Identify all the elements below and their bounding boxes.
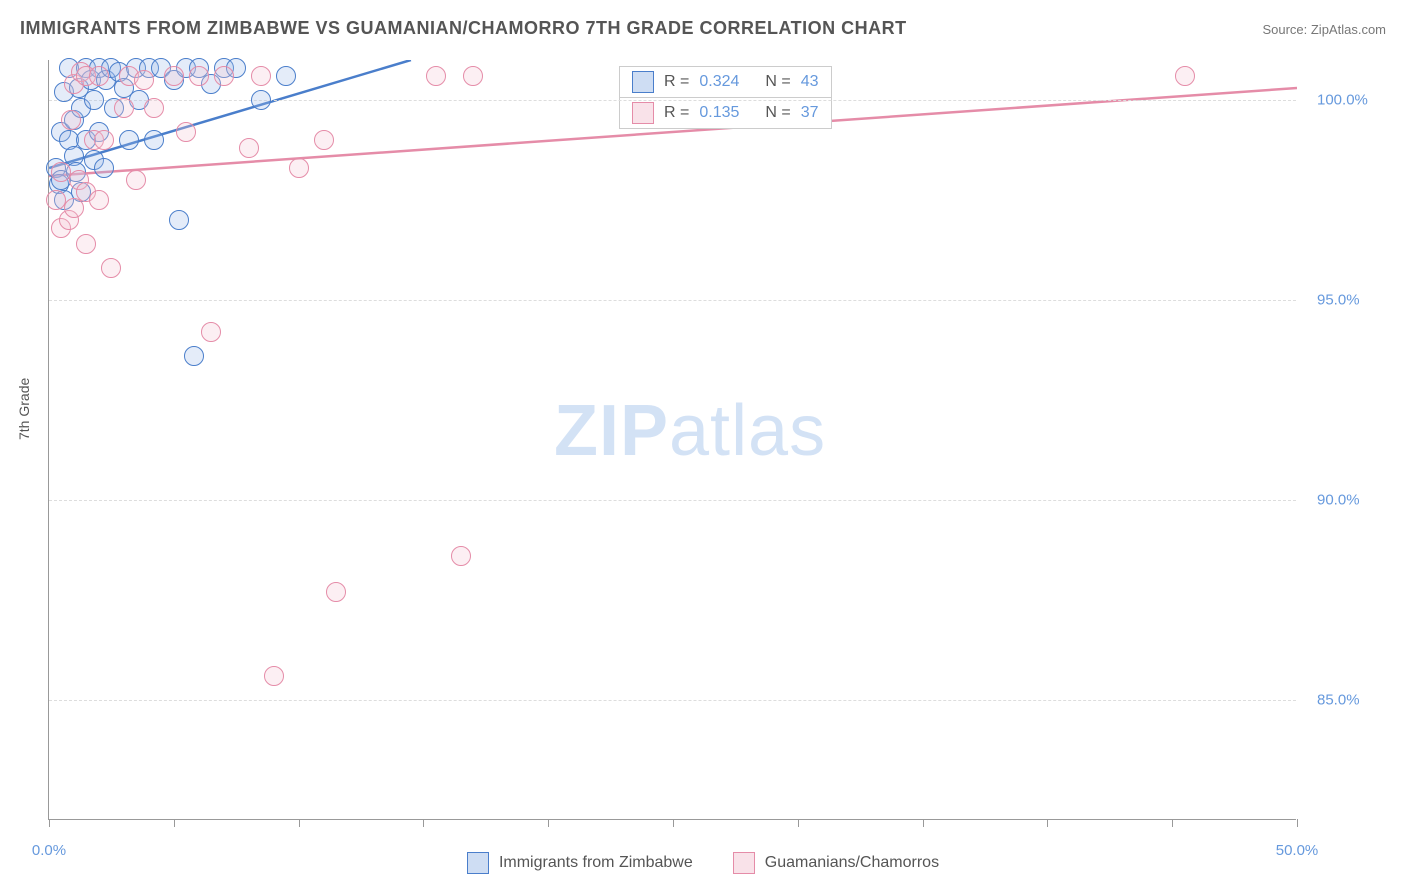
scatter-point — [119, 130, 139, 150]
scatter-point — [76, 234, 96, 254]
x-tick — [798, 819, 799, 827]
scatter-point — [94, 158, 114, 178]
y-tick-label: 100.0% — [1317, 92, 1368, 109]
r-value: 0.324 — [699, 73, 739, 91]
gridline — [49, 100, 1296, 101]
legend-stats-row: R = 0.324 N = 43 — [620, 67, 831, 97]
scatter-point — [64, 198, 84, 218]
r-label: R = — [664, 104, 689, 122]
bottom-legend-item: Immigrants from Zimbabwe — [467, 852, 693, 874]
scatter-point — [289, 158, 309, 178]
scatter-point — [201, 322, 221, 342]
scatter-point — [326, 582, 346, 602]
scatter-point — [426, 66, 446, 86]
x-tick — [1172, 819, 1173, 827]
x-tick — [1297, 819, 1298, 827]
scatter-point — [463, 66, 483, 86]
source-label: Source: ZipAtlas.com — [1262, 22, 1386, 37]
n-value: 37 — [801, 104, 819, 122]
chart-title: IMMIGRANTS FROM ZIMBABWE VS GUAMANIAN/CH… — [20, 18, 907, 39]
scatter-point — [276, 66, 296, 86]
y-axis-label: 7th Grade — [16, 378, 32, 440]
chart-container: { "title": "IMMIGRANTS FROM ZIMBABWE VS … — [0, 0, 1406, 892]
scatter-point — [94, 130, 114, 150]
scatter-point — [101, 258, 121, 278]
n-label: N = — [765, 104, 790, 122]
trend-lines — [49, 60, 1297, 820]
n-value: 43 — [801, 73, 819, 91]
x-tick — [1047, 819, 1048, 827]
x-tick — [299, 819, 300, 827]
y-tick-label: 95.0% — [1317, 292, 1360, 309]
scatter-point — [126, 170, 146, 190]
scatter-point — [251, 90, 271, 110]
scatter-point — [114, 98, 134, 118]
scatter-point — [84, 90, 104, 110]
y-tick-label: 90.0% — [1317, 492, 1360, 509]
legend-label: Guamanians/Chamorros — [765, 854, 939, 872]
scatter-point — [189, 66, 209, 86]
scatter-point — [314, 130, 334, 150]
scatter-point — [144, 98, 164, 118]
x-tick — [673, 819, 674, 827]
scatter-point — [214, 66, 234, 86]
x-tick — [174, 819, 175, 827]
r-label: R = — [664, 73, 689, 91]
scatter-point — [169, 210, 189, 230]
plot-area: ZIPatlas R =0.324N =43R =0.135N =37 85.0… — [48, 60, 1296, 820]
r-value: 0.135 — [699, 104, 739, 122]
scatter-point — [264, 666, 284, 686]
x-tick — [423, 819, 424, 827]
scatter-point — [134, 70, 154, 90]
gridline — [49, 500, 1296, 501]
bottom-legend: Immigrants from Zimbabwe Guamanians/Chamo… — [0, 852, 1406, 874]
scatter-point — [451, 546, 471, 566]
legend-swatch — [632, 71, 654, 93]
scatter-point — [89, 190, 109, 210]
legend-stats-box: R = 0.324 N = 43 R = 0.135 N = 37 — [619, 66, 832, 129]
scatter-point — [239, 138, 259, 158]
gridline — [49, 700, 1296, 701]
scatter-point — [61, 110, 81, 130]
bottom-legend-item: Guamanians/Chamorros — [733, 852, 939, 874]
scatter-point — [164, 66, 184, 86]
scatter-point — [89, 66, 109, 86]
legend-label: Immigrants from Zimbabwe — [499, 854, 693, 872]
legend-stats-row: R = 0.135 N = 37 — [620, 97, 831, 128]
gridline — [49, 300, 1296, 301]
scatter-point — [176, 122, 196, 142]
scatter-point — [144, 130, 164, 150]
legend-swatch — [467, 852, 489, 874]
x-tick — [49, 819, 50, 827]
scatter-point — [251, 66, 271, 86]
legend-swatch — [632, 102, 654, 124]
n-label: N = — [765, 73, 790, 91]
watermark: ZIPatlas — [554, 390, 826, 472]
scatter-point — [1175, 66, 1195, 86]
legend-swatch — [733, 852, 755, 874]
y-tick-label: 85.0% — [1317, 692, 1360, 709]
scatter-point — [184, 346, 204, 366]
x-tick — [548, 819, 549, 827]
x-tick — [923, 819, 924, 827]
